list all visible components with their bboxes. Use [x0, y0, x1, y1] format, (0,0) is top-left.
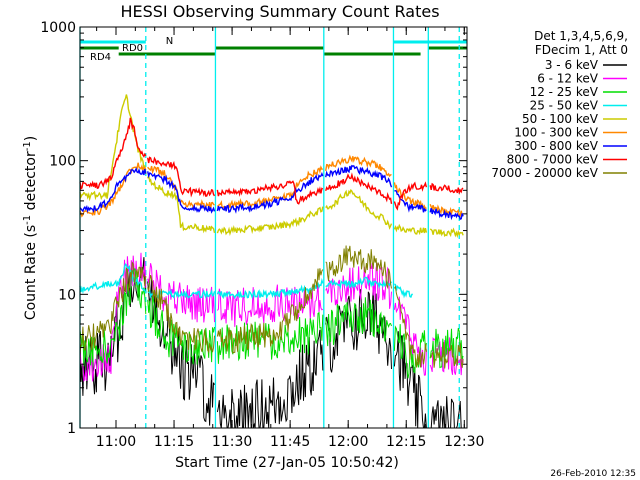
series-line-4 [79, 94, 464, 239]
y-tick-label-2: 100 [49, 154, 76, 170]
y-axis-label-sup2: -1 [22, 141, 33, 151]
flag-layer: N RD0 RD4 [80, 36, 467, 63]
y-tick-label-3: 1000 [40, 20, 76, 36]
y-axis-label-mid: detector [23, 151, 39, 215]
series-line-7 [79, 117, 464, 211]
legend-label-4: 50 - 100 keV [522, 112, 599, 126]
plot-frame [79, 26, 468, 429]
legend: Det 1,3,4,5,6,9, FDecim 1, Att 0 3 - 6 k… [491, 29, 628, 180]
flag-label-rd0: RD0 [122, 43, 143, 54]
y-axis-label-sup: -1 [22, 215, 33, 225]
x-tick-label-2: 11:30 [212, 434, 252, 450]
series-line-1 [79, 252, 464, 383]
series-line-6 [79, 164, 464, 221]
x-tick-label-3: 11:45 [270, 434, 310, 450]
x-tick-label-0: 11:00 [96, 434, 136, 450]
legend-label-3: 25 - 50 keV [530, 99, 599, 113]
y-axis-label: Count Rate (s-1 detector-1) [22, 136, 39, 320]
x-axis-label: Start Time (27-Jan-05 10:50:42) [175, 455, 399, 471]
x-tick-label-5: 12:15 [386, 434, 426, 450]
y-axis-label-suffix: ) [23, 136, 39, 141]
legend-label-7: 800 - 7000 keV [507, 153, 599, 167]
flag-label-rd4: RD4 [90, 52, 111, 63]
date-stamp: 26-Feb-2010 12:35 [550, 469, 636, 479]
y-tick-label-1: 10 [58, 287, 76, 303]
legend-label-6: 300 - 800 keV [514, 139, 598, 153]
legend-label-1: 6 - 12 keV [537, 72, 599, 86]
legend-header-line-1: Det 1,3,4,5,6,9, [534, 29, 628, 43]
legend-label-5: 100 - 300 keV [514, 126, 598, 140]
y-tick-label-0: 1 [67, 421, 76, 437]
series-line-5 [79, 154, 464, 218]
legend-label-0: 3 - 6 keV [545, 58, 599, 72]
legend-label-2: 12 - 25 keV [530, 85, 599, 99]
axis-layer: 1 10 100 1000 11:00 11:15 11:30 11:45 12:00 12:15… [40, 20, 484, 450]
series-line-0 [79, 257, 464, 429]
y-axis-label-prefix: Count Rate (s [23, 225, 39, 320]
x-tick-label-4: 12:00 [328, 434, 368, 450]
flag-label-n: N [166, 36, 173, 47]
x-tick-label-6: 12:30 [444, 434, 484, 450]
series-layer [79, 94, 464, 429]
x-tick-label-1: 11:15 [154, 434, 194, 450]
series-line-3 [79, 262, 413, 300]
legend-label-8: 7000 - 20000 keV [491, 166, 598, 180]
legend-header-line-2: FDecim 1, Att 0 [535, 43, 628, 57]
series-line-8 [79, 245, 464, 369]
chart-title: HESSI Observing Summary Count Rates [120, 2, 439, 21]
